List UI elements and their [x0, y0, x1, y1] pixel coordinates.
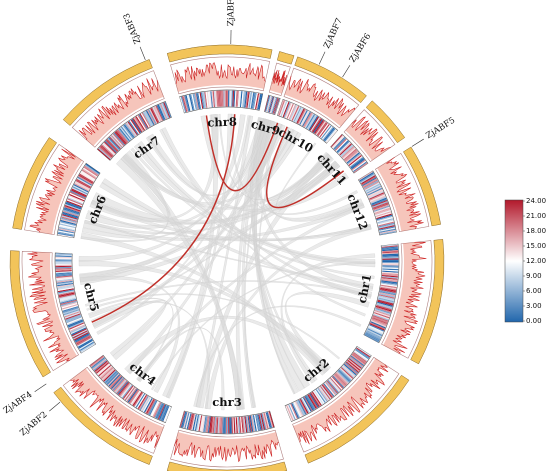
chromosome-chr3: chr3 [167, 395, 287, 471]
heatmap-cell [382, 262, 398, 263]
gene-label: ZjABF6 [348, 32, 374, 65]
gene-label: ZjABF3 [122, 11, 143, 45]
legend-tick-label: 18.00 [526, 227, 546, 235]
heatmap-cell [56, 262, 72, 263]
gene-leader-line [140, 47, 145, 60]
chromosome-bar [277, 51, 294, 64]
legend-tick-label: 12.00 [526, 257, 546, 265]
chromosome-label: chr1 [355, 273, 374, 305]
legend-tick-label: 0.00 [526, 317, 542, 325]
heatmap-cell [227, 417, 228, 433]
heatmap-cell [228, 417, 229, 433]
gene-leader-line [319, 52, 325, 65]
chromosome-chr6: chr6 [13, 138, 110, 238]
heatmap-cell [56, 260, 72, 261]
gene-label: ZjABF7 [322, 17, 345, 50]
heatmap-cell [382, 261, 398, 262]
heatmap-cell [228, 91, 229, 107]
gene-leader-line [343, 65, 350, 77]
chromosome-label: chr3 [212, 395, 241, 409]
gene-leader-line [412, 139, 424, 146]
chromosome-chr5: chr5 [10, 251, 102, 377]
legend-color-bar [505, 200, 523, 322]
chromosome-chr7: chr7 [63, 59, 171, 161]
heatmap-cell [227, 91, 228, 107]
legend-tick-label: 6.00 [526, 287, 542, 295]
chromosome-chr4: chr4 [54, 355, 172, 464]
legend-tick-label: 15.00 [526, 242, 546, 250]
chromosome-chr1: chr1 [355, 239, 444, 364]
heatmap-cell [382, 263, 398, 264]
gene-label: ZjABF2 [18, 410, 49, 438]
color-legend: 24.00 21.00 18.00 15.00 12.00 9.00 6.00 3.00 0.0… [505, 197, 546, 325]
legend-tick-label: 9.00 [526, 272, 542, 280]
gene-label: ZjABF5 [424, 116, 457, 142]
chromosome-label: chr5 [81, 281, 102, 313]
legend-tick-label: 3.00 [526, 302, 542, 310]
heatmap-cell [55, 261, 71, 262]
legend-tick-label: 21.00 [526, 212, 546, 220]
gene-leader-line [35, 384, 47, 392]
heatmap-cell [225, 91, 226, 107]
chromosome-label: chr8 [207, 115, 237, 130]
heatmap-cell [226, 91, 227, 107]
gene-leader-line [49, 402, 60, 411]
heatmap-cell [225, 417, 226, 433]
heatmap-cell [226, 417, 227, 433]
legend-tick-label: 24.00 [526, 197, 546, 205]
gene-label: ZjABF4 [2, 390, 34, 416]
gene-label: ZjABF1 [226, 0, 237, 26]
heatmap-cell [382, 260, 398, 261]
